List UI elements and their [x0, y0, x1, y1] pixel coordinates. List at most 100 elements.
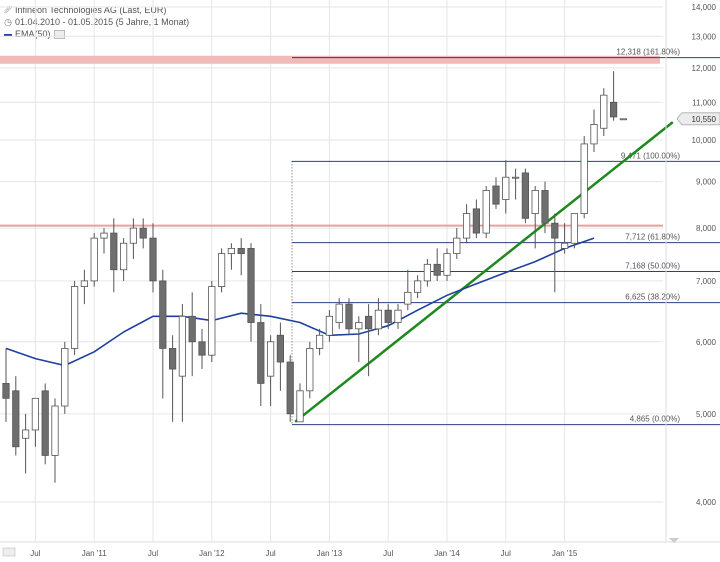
indicator-label: EMA(50) — [15, 29, 51, 39]
x-tick-label: Jan '12 — [199, 549, 225, 558]
candle-body — [208, 286, 216, 356]
candle-body — [51, 405, 59, 456]
candle — [433, 248, 441, 281]
candle-body — [149, 237, 157, 282]
y-tick-label: 13,000 — [692, 32, 717, 41]
scroll-left-handle — [2, 547, 16, 557]
candle-body — [335, 303, 343, 323]
fibonacci-layer: 12,318 (161.80%) 9,471 (100.00%) 7,712 (61… — [291, 48, 720, 426]
candle — [139, 218, 147, 249]
candle — [502, 160, 510, 214]
fib-level-label: 9,471 (100.00%) — [621, 151, 680, 160]
last-price-box — [676, 112, 720, 126]
candle-body — [159, 280, 167, 349]
candle — [51, 398, 59, 483]
candle-body — [61, 348, 69, 407]
candle — [159, 269, 167, 399]
indicator-legend[interactable]: EMA(50) — [3, 29, 65, 40]
candle — [61, 341, 69, 414]
candle — [168, 335, 177, 422]
candle — [31, 397, 40, 447]
y-axis: 4,000 5,000 6,000 7,000 8,000 9,000 10,000 11,0… — [665, 0, 717, 542]
candle — [472, 199, 481, 239]
candle — [286, 355, 294, 422]
candle-body — [433, 263, 441, 276]
candle — [12, 376, 20, 456]
x-axis: Jul Jan '11 Jul Jan '12 Jul Jan '13 Jul Jan '14… — [0, 541, 720, 558]
candle-body — [286, 361, 294, 415]
fib-level-label: 7,168 (50.00%) — [625, 262, 680, 271]
grid-layer — [0, 0, 663, 542]
candle-body — [423, 263, 432, 282]
candle — [580, 136, 588, 219]
chart-title: ␥ Infineon Technologies AG (Last, EUR) — [3, 5, 166, 16]
candle-body — [257, 322, 265, 384]
x-tick-label: Jan '13 — [317, 549, 343, 558]
candle — [188, 292, 196, 377]
candle — [110, 218, 118, 293]
y-tick-label: 4,000 — [696, 498, 717, 507]
candle — [129, 218, 137, 259]
candle — [413, 275, 422, 299]
candle-body — [80, 280, 88, 287]
candle-body — [413, 280, 422, 293]
candle-body — [541, 190, 549, 224]
candle — [423, 258, 432, 287]
y-tick-label: 14,000 — [692, 3, 717, 12]
chart-type-icon: ␥ — [4, 5, 12, 15]
candle-body — [12, 390, 20, 448]
candle — [237, 238, 245, 276]
candle-body — [364, 315, 373, 330]
indicator-settings-icon[interactable] — [53, 30, 65, 40]
candle-body — [227, 247, 235, 255]
x-tick-label: Jul — [30, 549, 40, 558]
candle — [306, 341, 314, 399]
resistance-layer — [0, 55, 663, 227]
candle — [227, 243, 235, 270]
candle — [208, 280, 216, 363]
candle-body — [600, 94, 608, 129]
candle — [345, 298, 353, 336]
candle — [512, 168, 520, 200]
candle — [257, 304, 265, 407]
x-tick-label: Jan '14 — [434, 549, 460, 558]
last-price-tag: 10,550 — [676, 112, 720, 126]
candle-body — [41, 390, 49, 456]
candle-body — [561, 242, 569, 249]
candle — [266, 335, 275, 407]
candle-body — [129, 227, 137, 244]
y-tick-label: 9,000 — [696, 178, 717, 187]
x-tick-label: Jan '11 — [82, 549, 108, 558]
candle — [531, 185, 539, 249]
candle — [610, 71, 618, 121]
candle-body — [217, 253, 226, 287]
candle-body — [90, 237, 98, 282]
candle-body — [394, 309, 402, 323]
candle — [541, 181, 549, 234]
resistance-band — [0, 55, 660, 64]
candle — [404, 269, 412, 311]
y-tick-label: 5,000 — [696, 410, 717, 419]
candle — [492, 177, 500, 209]
candle-body — [21, 429, 30, 439]
candle — [482, 185, 490, 239]
candle — [453, 228, 461, 259]
candle-body — [531, 190, 539, 214]
y-tick-label: 6,000 — [696, 338, 717, 347]
candle-body — [198, 341, 206, 356]
y-tick-label: 11,000 — [692, 98, 716, 107]
collapse-icon — [669, 538, 679, 543]
trendline — [294, 121, 674, 423]
x-tick-label: Jul — [501, 549, 511, 558]
candle-body — [110, 232, 118, 271]
candle-body — [120, 242, 128, 271]
candle — [2, 348, 10, 422]
candle-body — [374, 309, 383, 330]
candle-body — [266, 341, 275, 377]
x-tick-label: Jul — [148, 549, 158, 558]
x-tick-label: Jul — [265, 549, 275, 558]
candle — [80, 269, 88, 305]
ema-swatch-icon — [4, 33, 12, 36]
candle — [217, 248, 226, 293]
candle-body — [71, 286, 79, 349]
